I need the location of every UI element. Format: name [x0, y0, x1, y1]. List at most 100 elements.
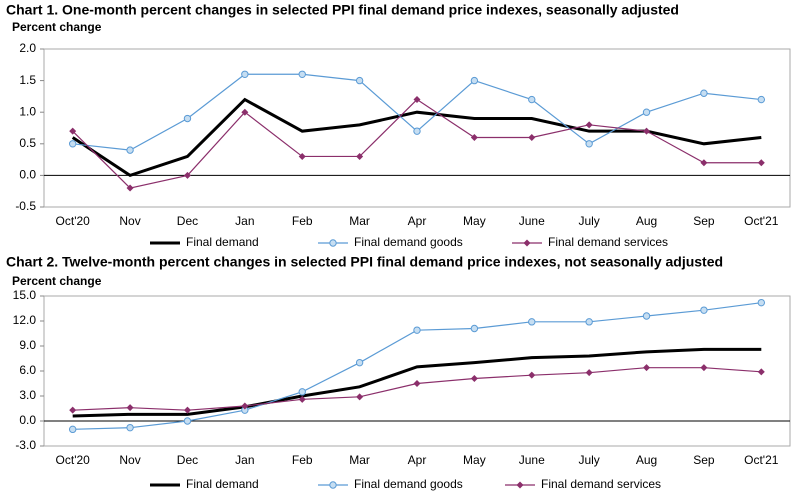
- x-tick-label: June: [519, 214, 545, 228]
- legend-marker: [329, 481, 337, 489]
- series-line: [72, 347, 762, 418]
- y-tick-label: 6.0: [19, 363, 36, 377]
- point-marker: [700, 364, 708, 372]
- point-marker: [241, 70, 249, 78]
- y-tick-label: 3.0: [19, 388, 36, 402]
- y-tick-label: 2.0: [19, 41, 36, 55]
- x-tick-label: June: [519, 453, 545, 467]
- point-marker: [183, 417, 192, 425]
- point-marker: [700, 89, 708, 97]
- point-marker: [643, 127, 651, 135]
- x-tick-label: July: [578, 214, 599, 228]
- point-marker: [470, 133, 478, 141]
- point-marker: [470, 76, 479, 85]
- point-marker: [355, 358, 364, 367]
- point-marker: [68, 140, 77, 148]
- point-marker: [413, 127, 421, 135]
- point-marker: [470, 324, 479, 333]
- legend-label: Final demand services: [548, 235, 668, 249]
- y-tick-label: 0.0: [19, 168, 36, 182]
- point-marker: [298, 395, 306, 403]
- x-tick-label: Aug: [636, 453, 657, 467]
- point-marker: [528, 318, 536, 326]
- point-marker: [183, 171, 191, 179]
- point-marker: [528, 95, 536, 104]
- series-line: [72, 367, 762, 411]
- point-marker: [413, 380, 421, 387]
- x-tick-label: Sep: [693, 453, 715, 467]
- y-tick-label: 1.5: [19, 73, 36, 87]
- point-marker: [413, 96, 421, 104]
- y-tick-label: 0.0: [19, 413, 36, 427]
- x-tick-label: Oct'20: [56, 214, 91, 228]
- x-tick-label: Feb: [292, 214, 313, 228]
- point-marker: [757, 159, 765, 167]
- y-tick-label: 12.0: [13, 313, 37, 327]
- y-tick-label: 1.0: [19, 104, 36, 118]
- legend-label: Final demand: [186, 235, 259, 249]
- point-marker: [356, 393, 364, 401]
- x-tick-label: Dec: [177, 453, 198, 467]
- point-marker: [241, 402, 249, 410]
- point-marker: [757, 95, 766, 104]
- y-tick-label: 15.0: [13, 288, 37, 302]
- chart-title: Chart 1. One-month percent changes in se…: [6, 2, 679, 18]
- point-marker: [355, 76, 364, 85]
- x-tick-label: Feb: [292, 453, 313, 467]
- legend-label: Final demand services: [541, 477, 661, 491]
- y-tick-label: 0.5: [19, 136, 36, 150]
- point-marker: [241, 108, 249, 116]
- x-tick-label: Nov: [119, 453, 140, 467]
- point-marker: [126, 423, 134, 432]
- legend-label: Final demand: [186, 477, 259, 491]
- legend-marker: [329, 239, 337, 247]
- point-marker: [585, 318, 593, 326]
- point-marker: [642, 312, 651, 320]
- point-marker: [757, 298, 766, 307]
- legend-label: Final demand goods: [354, 235, 463, 249]
- point-marker: [126, 184, 134, 192]
- x-tick-label: Apr: [408, 214, 427, 228]
- point-marker: [700, 306, 708, 314]
- point-marker: [643, 364, 651, 372]
- legend-label: Final demand goods: [354, 477, 463, 491]
- plot-area: [43, 295, 791, 447]
- x-tick-label: Mar: [349, 453, 370, 467]
- x-tick-label: May: [463, 214, 486, 228]
- point-marker: [298, 152, 306, 160]
- point-marker: [470, 375, 478, 382]
- point-marker: [585, 369, 593, 377]
- x-tick-label: Aug: [636, 214, 657, 228]
- x-tick-label: Jan: [235, 453, 254, 467]
- x-tick-label: May: [463, 453, 486, 467]
- point-marker: [642, 108, 651, 116]
- point-marker: [585, 140, 593, 148]
- point-marker: [68, 425, 77, 434]
- y-tick-label: -0.5: [15, 199, 36, 213]
- x-tick-label: Jan: [235, 214, 254, 228]
- x-tick-label: Sep: [693, 214, 715, 228]
- legend-marker: [516, 481, 524, 489]
- plot-area: [43, 48, 791, 208]
- x-tick-label: Mar: [349, 214, 370, 228]
- point-marker: [126, 404, 134, 412]
- x-tick-label: July: [578, 453, 599, 467]
- x-tick-label: Oct'20: [56, 453, 91, 467]
- point-marker: [298, 70, 306, 78]
- x-tick-label: Nov: [119, 214, 140, 228]
- y-tick-label: 9.0: [19, 338, 36, 352]
- y-axis-label: Percent change: [12, 274, 102, 288]
- point-marker: [69, 406, 77, 414]
- point-marker: [126, 146, 134, 154]
- x-tick-label: Dec: [177, 214, 198, 228]
- point-marker: [183, 114, 192, 123]
- x-tick-label: Oct'21: [744, 214, 779, 228]
- point-marker: [585, 121, 593, 129]
- point-marker: [528, 371, 536, 379]
- point-marker: [183, 406, 191, 414]
- point-marker: [528, 133, 536, 141]
- point-marker: [69, 127, 77, 135]
- x-tick-label: Oct'21: [744, 453, 779, 467]
